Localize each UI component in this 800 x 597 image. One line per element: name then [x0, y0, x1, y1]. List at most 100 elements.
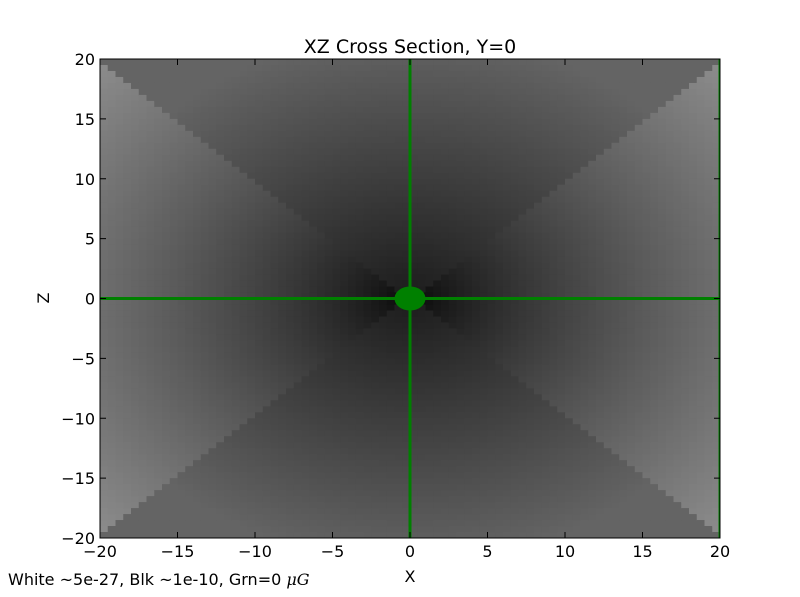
heatmap-cell — [231, 112, 241, 120]
heatmap-cell — [355, 160, 365, 168]
heatmap-cell — [262, 442, 272, 449]
heatmap-cell — [255, 274, 264, 282]
heatmap-cell — [572, 346, 582, 353]
heatmap-cell — [464, 352, 473, 359]
heatmap-cell — [479, 274, 489, 282]
heatmap-cell — [557, 460, 566, 467]
heatmap-cell — [464, 334, 473, 342]
heatmap-cell — [417, 226, 427, 234]
heatmap-cell — [355, 442, 365, 449]
heatmap-cell — [100, 298, 109, 306]
heatmap-cell — [239, 172, 248, 180]
heatmap-cell — [402, 232, 411, 240]
heatmap-cell — [154, 352, 163, 359]
heatmap-cell — [565, 484, 574, 491]
heatmap-cell — [216, 442, 225, 449]
heatmap-cell — [503, 274, 512, 282]
heatmap-cell — [324, 526, 334, 533]
heatmap-cell — [340, 364, 349, 371]
heatmap-cell — [115, 448, 124, 455]
heatmap-cell — [448, 472, 458, 479]
heatmap-cell — [557, 250, 566, 258]
heatmap-cell — [107, 178, 117, 186]
heatmap-cell — [193, 88, 202, 96]
heatmap-cell — [448, 118, 458, 126]
heatmap-cell — [131, 442, 140, 449]
heatmap-cell — [100, 352, 109, 359]
heatmap-cell — [146, 430, 155, 437]
heatmap-cell — [541, 520, 551, 527]
heatmap-cell — [200, 466, 210, 473]
heatmap-cell — [417, 334, 427, 342]
heatmap-cell — [208, 316, 217, 324]
heatmap-cell — [549, 352, 558, 359]
heatmap-cell — [123, 316, 132, 324]
heatmap-cell — [107, 250, 117, 258]
heatmap-cell — [200, 388, 210, 395]
heatmap-cell — [503, 400, 512, 407]
heatmap-cell — [487, 298, 496, 306]
heatmap-cell — [107, 442, 117, 449]
heatmap-cell — [379, 448, 388, 455]
heatmap-cell — [549, 400, 558, 407]
heatmap-cell — [464, 484, 473, 491]
heatmap-cell — [247, 166, 256, 174]
heatmap-cell — [503, 436, 512, 443]
heatmap-cell — [472, 82, 481, 90]
heatmap-cell — [425, 268, 434, 276]
heatmap-cell — [557, 394, 566, 401]
heatmap-cell — [247, 442, 256, 449]
heatmap-cell — [278, 142, 287, 150]
heatmap-cell — [185, 100, 194, 108]
heatmap-cell — [417, 472, 427, 479]
heatmap-cell — [549, 442, 558, 449]
heatmap-cell — [123, 136, 132, 144]
heatmap-cell — [410, 142, 419, 150]
heatmap-cell — [448, 70, 458, 78]
heatmap-cell — [534, 226, 543, 234]
heatmap-cell — [293, 328, 303, 336]
heatmap-cell — [332, 490, 341, 497]
heatmap-cell — [131, 106, 140, 114]
heatmap-cell — [115, 322, 124, 330]
heatmap-cell — [169, 118, 179, 126]
heatmap-cell — [262, 106, 272, 114]
heatmap-cell — [162, 484, 171, 491]
heatmap-cell — [301, 484, 310, 491]
heatmap-cell — [410, 466, 419, 473]
heatmap-cell — [154, 226, 163, 234]
heatmap-cell — [549, 520, 558, 527]
heatmap-cell — [417, 106, 427, 114]
heatmap-cell — [425, 466, 434, 473]
heatmap-cell — [239, 520, 248, 527]
heatmap-cell — [456, 520, 465, 527]
heatmap-cell — [565, 274, 574, 282]
heatmap-cell — [472, 424, 481, 431]
heatmap-cell — [162, 70, 171, 78]
heatmap-cell — [247, 232, 256, 240]
heatmap-cell — [487, 124, 496, 132]
heatmap-cell — [526, 298, 535, 306]
heatmap-cell — [425, 118, 434, 126]
heatmap-cell — [185, 490, 194, 497]
heatmap-cell — [572, 124, 582, 132]
heatmap-cell — [363, 160, 372, 168]
heatmap-cell — [503, 100, 512, 108]
heatmap-cell — [410, 388, 419, 395]
heatmap-cell — [441, 106, 450, 114]
heatmap-cell — [572, 490, 582, 497]
heatmap-cell — [324, 430, 334, 437]
heatmap-cell — [332, 94, 341, 102]
heatmap-cell — [472, 274, 481, 282]
heatmap-cell — [495, 388, 504, 395]
heatmap-cell — [363, 436, 372, 443]
heatmap-cell — [464, 400, 473, 407]
heatmap-cell — [107, 64, 117, 72]
heatmap-cell — [123, 310, 132, 318]
heatmap-cell — [565, 238, 574, 246]
heatmap-cell — [402, 238, 411, 246]
heatmap-cell — [479, 286, 489, 294]
heatmap-cell — [487, 394, 496, 401]
heatmap-cell — [317, 514, 326, 521]
heatmap-cell — [301, 106, 310, 114]
